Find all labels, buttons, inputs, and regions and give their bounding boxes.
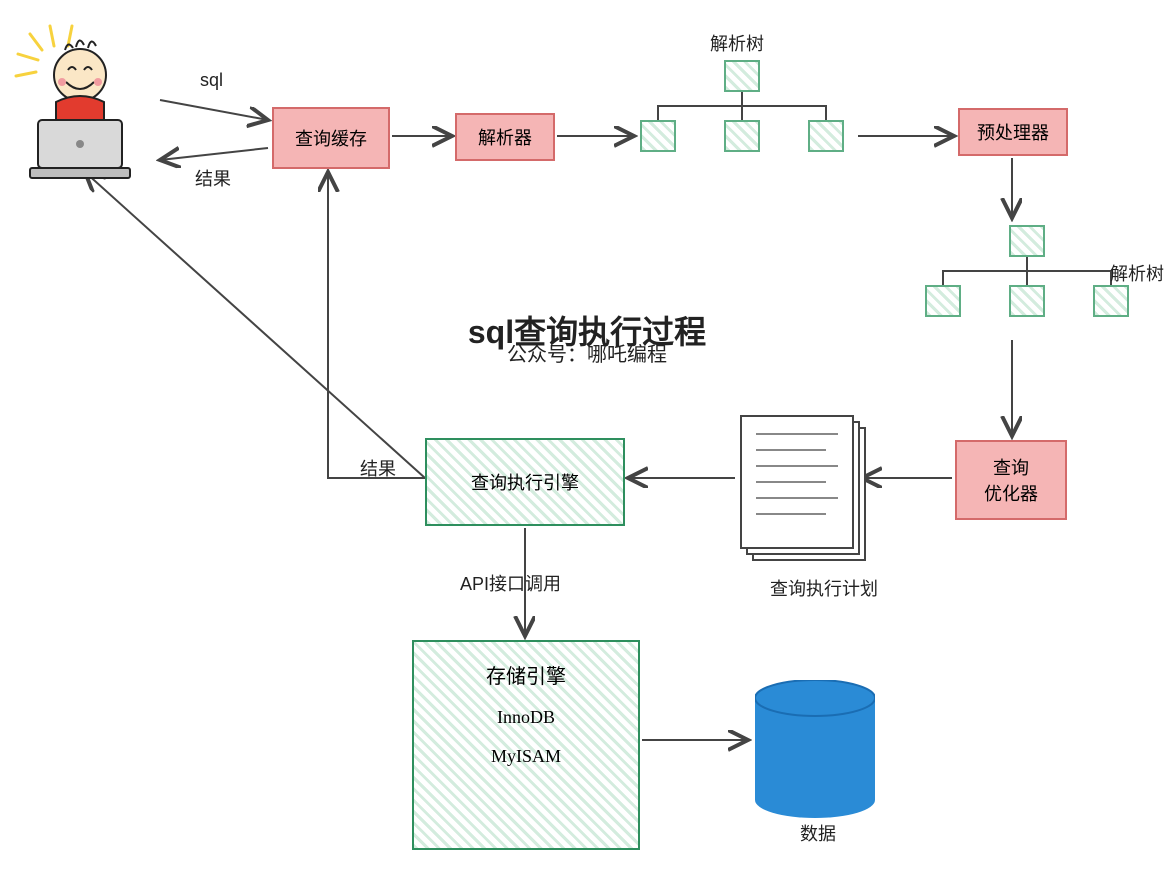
- storage-engine-title: 存储引擎: [486, 660, 566, 689]
- storage-engine-box: 存储引擎 InnoDB MyISAM: [412, 640, 640, 850]
- preprocessor-box: 预处理器: [958, 108, 1068, 156]
- tree-node: [925, 285, 961, 317]
- diagram-stage: sql查询执行过程 公众号：哪吒编程: [0, 0, 1174, 879]
- parse-tree-label-1: 解析树: [710, 30, 764, 56]
- query-cache-box: 查询缓存: [272, 107, 390, 169]
- tree-node: [1009, 285, 1045, 317]
- arrow-cache_to_user: [160, 148, 268, 160]
- storage-engine-myisam: MyISAM: [491, 746, 561, 767]
- tree-node: [808, 120, 844, 152]
- parse-tree-label-2: 解析树: [1110, 260, 1164, 286]
- database-icon: [755, 680, 875, 830]
- result-label-2: 结果: [360, 455, 396, 481]
- parser-box: 解析器: [455, 113, 555, 161]
- sql-label: sql: [200, 70, 223, 91]
- tree-node: [1093, 285, 1129, 317]
- tree-node: [724, 60, 760, 92]
- tree-node: [640, 120, 676, 152]
- arrow-user_to_cache: [160, 100, 268, 120]
- data-label: 数据: [800, 820, 836, 846]
- query-plan-docs-icon: [740, 415, 868, 563]
- storage-engine-innodb: InnoDB: [497, 707, 555, 728]
- optimizer-box: 查询 优化器: [955, 440, 1067, 520]
- tree-node: [724, 120, 760, 152]
- query-plan-label: 查询执行计划: [770, 575, 878, 601]
- user-icon: [10, 20, 170, 190]
- result-label-1: 结果: [195, 165, 231, 191]
- tree-node: [1009, 225, 1045, 257]
- exec-engine-box: 查询执行引擎: [425, 438, 625, 526]
- api-call-label: API接口调用: [460, 570, 561, 596]
- document-page-icon: [740, 415, 854, 549]
